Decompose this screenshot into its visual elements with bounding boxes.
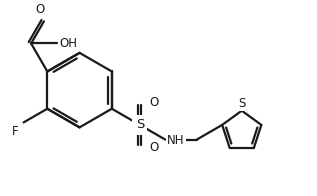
Text: O: O xyxy=(35,3,45,15)
Text: F: F xyxy=(12,125,19,138)
Text: S: S xyxy=(136,118,144,132)
Text: O: O xyxy=(149,141,158,154)
Text: O: O xyxy=(149,96,158,109)
Text: NH: NH xyxy=(167,134,185,147)
Text: OH: OH xyxy=(59,37,77,50)
Text: S: S xyxy=(238,97,245,110)
